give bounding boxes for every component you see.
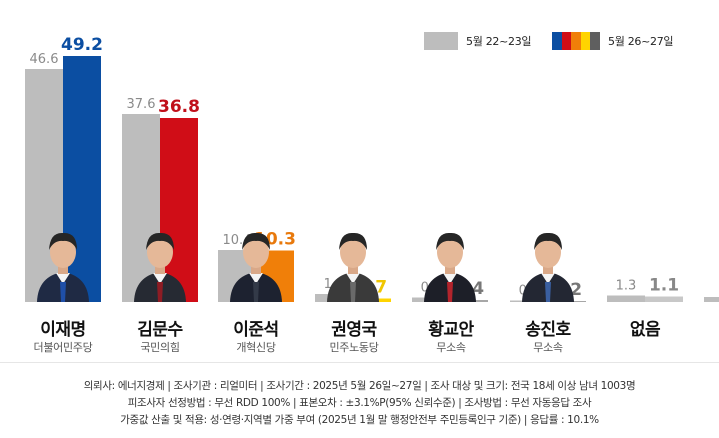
candidate-name-3: 이준석	[233, 320, 279, 340]
bar-curr	[160, 118, 198, 302]
legend-prev-swatch	[424, 32, 458, 50]
bar-curr-label: 1.1	[649, 276, 679, 296]
candidate-photo	[134, 232, 186, 302]
candidate-party-4: 민주노동당	[329, 341, 379, 354]
candidate-name-4: 권영국	[331, 320, 377, 340]
bar-prev	[704, 297, 719, 302]
bar-curr-label: 36.8	[158, 97, 200, 117]
bar-prev-label: 46.6	[30, 52, 59, 67]
bar-curr	[645, 296, 683, 302]
bar-prev	[607, 295, 645, 302]
legend-curr: 5월 26~27일	[552, 30, 674, 52]
bar-prev	[25, 69, 63, 302]
candidate-photo	[327, 232, 379, 302]
bar-prev	[122, 114, 160, 302]
legend-curr-label: 5월 26~27일	[608, 35, 674, 48]
candidate-party-2: 국민의힘	[140, 341, 180, 354]
candidate-photo	[522, 232, 574, 302]
candidate-name-5: 황교안	[428, 320, 474, 340]
candidate-photo	[230, 232, 282, 302]
bar-curr-label: 49.2	[61, 35, 103, 55]
candidate-name-7: 없음	[629, 320, 661, 340]
candidate-party-3: 개혁신당	[236, 341, 276, 354]
bar-prev-label: 37.6	[127, 97, 156, 112]
legend-curr-swatch	[552, 32, 600, 50]
legend-prev-label: 5월 22~23일	[466, 35, 532, 48]
candidate-name-2: 김문수	[137, 320, 183, 340]
footnote-line-1: 의뢰사: 에너지경제 | 조사기관 : 리얼미터 | 조사기간 : 2025년 …	[83, 380, 636, 392]
candidate-name-1: 이재명	[40, 320, 86, 340]
candidate-photo	[37, 232, 89, 302]
divider	[0, 362, 719, 363]
candidate-name-6: 송진호	[525, 320, 571, 340]
candidate-party-5: 무소속	[436, 341, 466, 354]
candidate-party-6: 무소속	[533, 341, 563, 354]
candidate-party-1: 더불어민주당	[33, 341, 93, 354]
footnote-line-2: 피조사자 선정방법 : 무선 RDD 100% | 표본오차 : ±3.1%P(…	[127, 397, 592, 409]
footnote-line-3: 가중값 산출 및 적용: 성·연령·지역별 가중 부여 (2025년 1월 말 …	[120, 414, 599, 426]
candidate-photo	[424, 232, 476, 302]
bar-prev-label: 1.3	[616, 279, 637, 294]
legend-prev: 5월 22~23일	[424, 30, 532, 52]
